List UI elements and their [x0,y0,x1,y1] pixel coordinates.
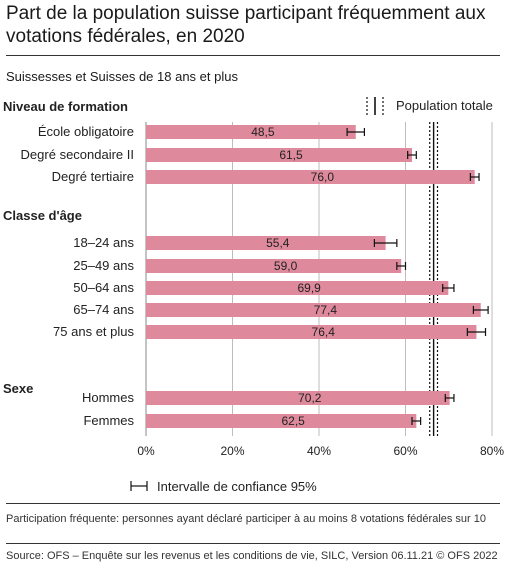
group-header: Niveau de formation [3,99,128,114]
category-label: 65–74 ans [73,302,134,317]
bar-value-label: 48,5 [251,125,275,139]
chart-title: Part de la population suisse participant… [6,3,486,47]
bar [146,259,402,273]
bar-chart: 0% 20% 40% 60% 80% Population totale Niveau de… [3,97,504,494]
group-header: Classe d'âge [3,208,82,223]
category-label: Degré tertiaire [52,169,134,184]
bar-value-label: 61,5 [279,148,303,162]
category-label: Femmes [83,413,134,428]
category-label: 50–64 ans [73,280,134,295]
bar-value-label: 76,0 [311,170,335,184]
bar [146,414,417,428]
title-rule [6,55,500,56]
bar [146,303,481,317]
category-label: 25–49 ans [73,258,134,273]
bar-value-label: 55,4 [266,236,290,250]
bar [146,391,450,405]
note-rule [6,503,500,504]
bar [146,281,449,295]
source-text: Source: OFS – Enquête sur les revenus et… [6,550,498,562]
bar [146,236,386,250]
chart-subtitle: Suissesses et Suisses de 18 ans et plus [6,69,238,84]
bar [146,325,477,339]
x-tick-label: 40% [307,444,331,458]
x-tick-label: 60% [393,444,417,458]
category-label: Hommes [82,390,135,405]
bar [146,125,356,139]
bar-value-label: 59,0 [274,259,298,273]
x-tick-label: 80% [480,444,504,458]
bar [146,170,475,184]
source-rule [6,543,500,544]
category-label: Degré secondaire II [21,147,134,162]
bar-value-label: 77,4 [314,303,338,317]
footnote: Participation fréquente: personnes ayant… [6,513,487,525]
legend-ci-label: Intervalle de confiance 95% [157,479,317,494]
group-header: Sexe [3,381,33,396]
category-label: 18–24 ans [73,235,134,250]
bar-value-label: 62,5 [281,414,305,428]
bar-value-label: 70,2 [298,391,322,405]
category-label: 75 ans et plus [53,324,134,339]
legend-reference-label: Population totale [396,98,493,113]
bar-value-label: 76,4 [312,325,336,339]
bar [146,148,412,162]
x-tick-label: 20% [220,444,244,458]
bar-value-label: 69,9 [297,281,321,295]
category-label: École obligatoire [38,124,134,139]
x-tick-label: 0% [137,444,155,458]
